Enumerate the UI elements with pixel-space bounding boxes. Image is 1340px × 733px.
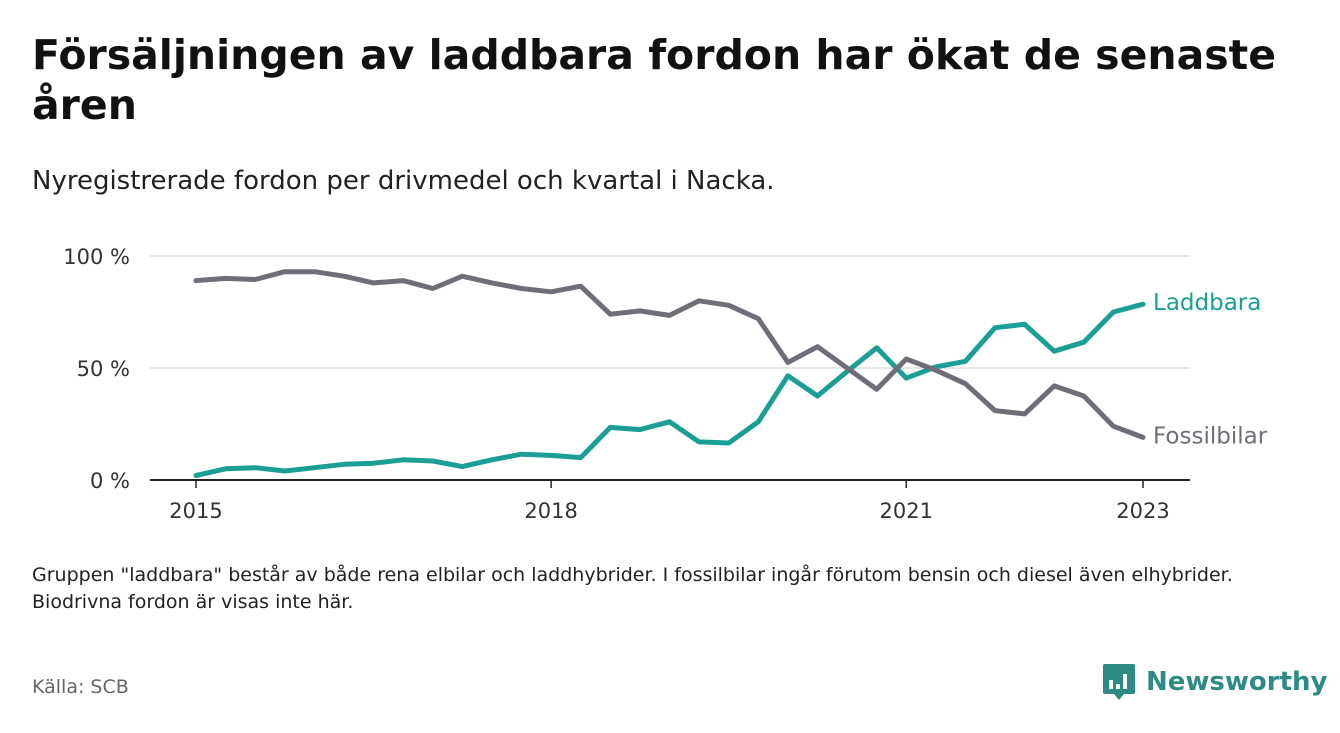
y-tick-label-0: 0 %: [90, 469, 130, 493]
series-label-fossilbilar: Fossilbilar: [1153, 423, 1268, 449]
y-tick-label-100: 100 %: [63, 245, 130, 269]
series-label-laddbara: Laddbara: [1153, 290, 1261, 316]
newsworthy-logo-icon: [1103, 664, 1135, 700]
newsworthy-logo[interactable]: Newsworthy: [1102, 662, 1327, 702]
footnote: Gruppen "laddbara" består av både rena e…: [32, 564, 1233, 613]
x-axis: 2015 2018 2021 2023: [150, 479, 1190, 523]
series-line-fossilbilar: [193, 269, 1146, 440]
chart-subtitle: Nyregistrerade fordon per drivmedel och …: [32, 166, 775, 196]
series-labels: Laddbara Fossilbilar: [1153, 290, 1268, 449]
chart-title: Försäljningen av laddbara fordon har öka…: [32, 31, 1277, 129]
y-axis: 0 % 50 % 100 %: [63, 245, 130, 493]
series-lines: [193, 269, 1146, 478]
series-line-laddbara: [193, 301, 1146, 478]
x-tick-label-2018: 2018: [524, 499, 577, 523]
x-tick-label-2021: 2021: [880, 499, 933, 523]
line-chart: 0 % 50 % 100 % 2015 2018 2021 2023 Laddbara Fo…: [63, 245, 1268, 523]
source-label: Källa: SCB: [32, 676, 129, 698]
y-tick-label-50: 50 %: [77, 357, 130, 381]
x-tick-label-2015: 2015: [169, 499, 222, 523]
x-tick-label-2023: 2023: [1116, 499, 1169, 523]
newsworthy-logo-text: Newsworthy: [1146, 667, 1328, 697]
gridlines: [150, 255, 1190, 369]
